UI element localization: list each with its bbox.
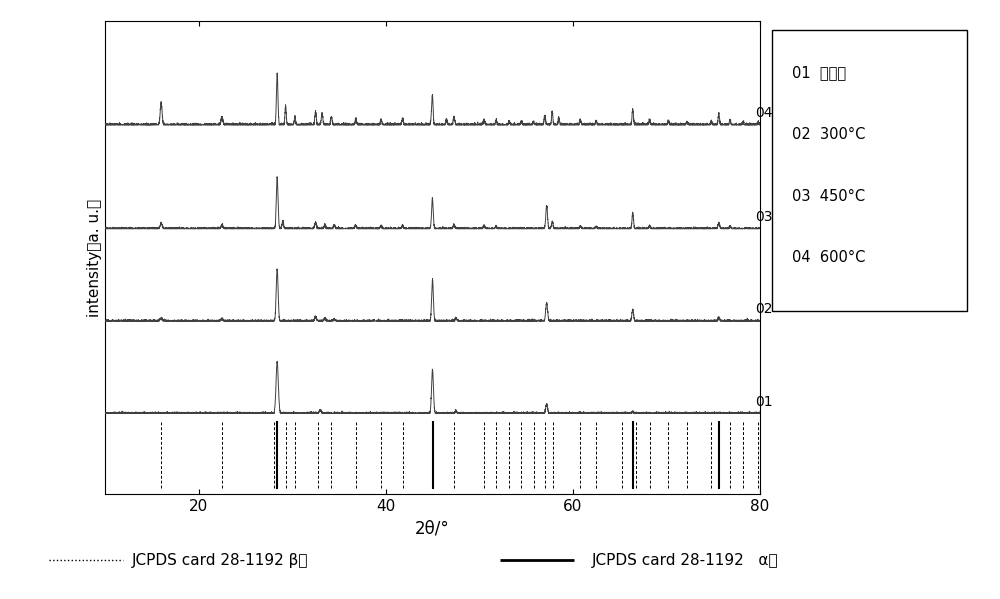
Text: JCPDS card 28-1192   α相: JCPDS card 28-1192 α相 [592, 552, 779, 568]
Text: 03: 03 [755, 210, 773, 224]
Text: 04: 04 [755, 106, 773, 120]
Text: 02: 02 [755, 302, 773, 316]
Y-axis label: intensity（a. u.）: intensity（a. u.） [87, 198, 102, 317]
Text: 03  450°C: 03 450°C [792, 189, 865, 204]
Text: 02  300°C: 02 300°C [792, 126, 865, 141]
Text: JCPDS card 28-1192 β相: JCPDS card 28-1192 β相 [132, 552, 308, 568]
X-axis label: 2θ/°: 2θ/° [415, 519, 450, 537]
Text: 01  未煽烧: 01 未煽烧 [792, 65, 846, 80]
Text: 04  600°C: 04 600°C [792, 250, 865, 265]
Text: 01: 01 [755, 395, 773, 409]
